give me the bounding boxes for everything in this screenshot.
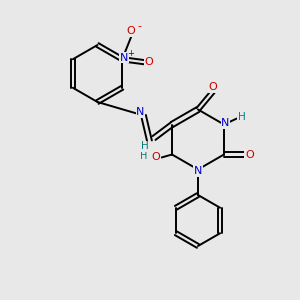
Text: N: N (221, 118, 230, 128)
Text: H: H (238, 112, 245, 122)
Text: O: O (152, 152, 161, 162)
Text: O: O (145, 57, 154, 67)
Text: N: N (194, 166, 202, 176)
Text: -: - (138, 21, 142, 31)
Text: O: O (127, 26, 136, 36)
Text: H: H (140, 151, 148, 161)
Text: H: H (141, 141, 149, 152)
Text: N: N (136, 107, 145, 117)
Text: O: O (245, 149, 254, 160)
Text: O: O (208, 82, 217, 92)
Text: +: + (127, 49, 134, 58)
Text: N: N (119, 53, 128, 63)
